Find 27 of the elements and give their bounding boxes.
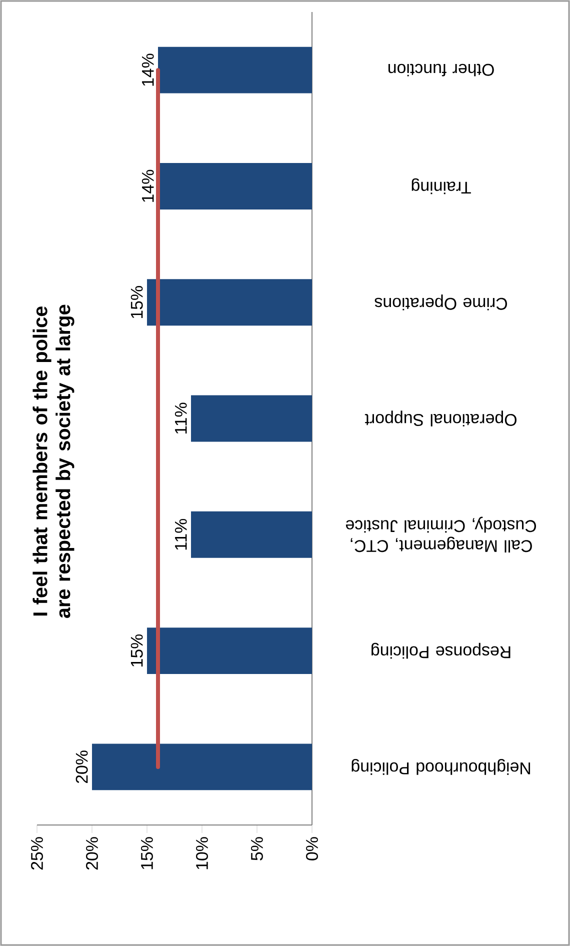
text: 14% — [142, 54, 154, 86]
y-tick-label: Other function — [388, 64, 494, 76]
x-tick-label: 10% — [196, 837, 208, 870]
x-tick-label: 5% — [251, 837, 263, 860]
text: 15% — [130, 286, 143, 318]
x-tick-label: 20% — [86, 837, 98, 870]
bar — [158, 46, 312, 94]
y-tick-label: Crime Operations — [374, 294, 507, 310]
bar — [146, 628, 312, 674]
text: 20% — [76, 750, 88, 784]
text: I feel that members of the police are respected by society at large — [32, 304, 74, 618]
x-tick-label: 25% — [31, 837, 43, 870]
bar — [92, 744, 312, 790]
text: 11% — [174, 518, 187, 550]
text: 15% — [130, 634, 143, 666]
text: 11% — [174, 402, 187, 434]
y-tick-label: Training — [412, 178, 471, 194]
bar — [190, 395, 312, 442]
x-tick-label: 0% — [306, 837, 318, 860]
text: 14% — [142, 170, 154, 202]
bar — [146, 279, 312, 326]
x-tick-label: 15% — [141, 837, 153, 870]
y-tick-label: Call Management, CTC, Custody, Criminal Justice — [346, 516, 536, 552]
y-tick-label: Neighbourhood Policing — [352, 759, 530, 775]
y-tick-label: Operational Support — [364, 410, 516, 426]
y-tick-label: Response Policing — [372, 642, 510, 659]
bar — [190, 511, 312, 558]
